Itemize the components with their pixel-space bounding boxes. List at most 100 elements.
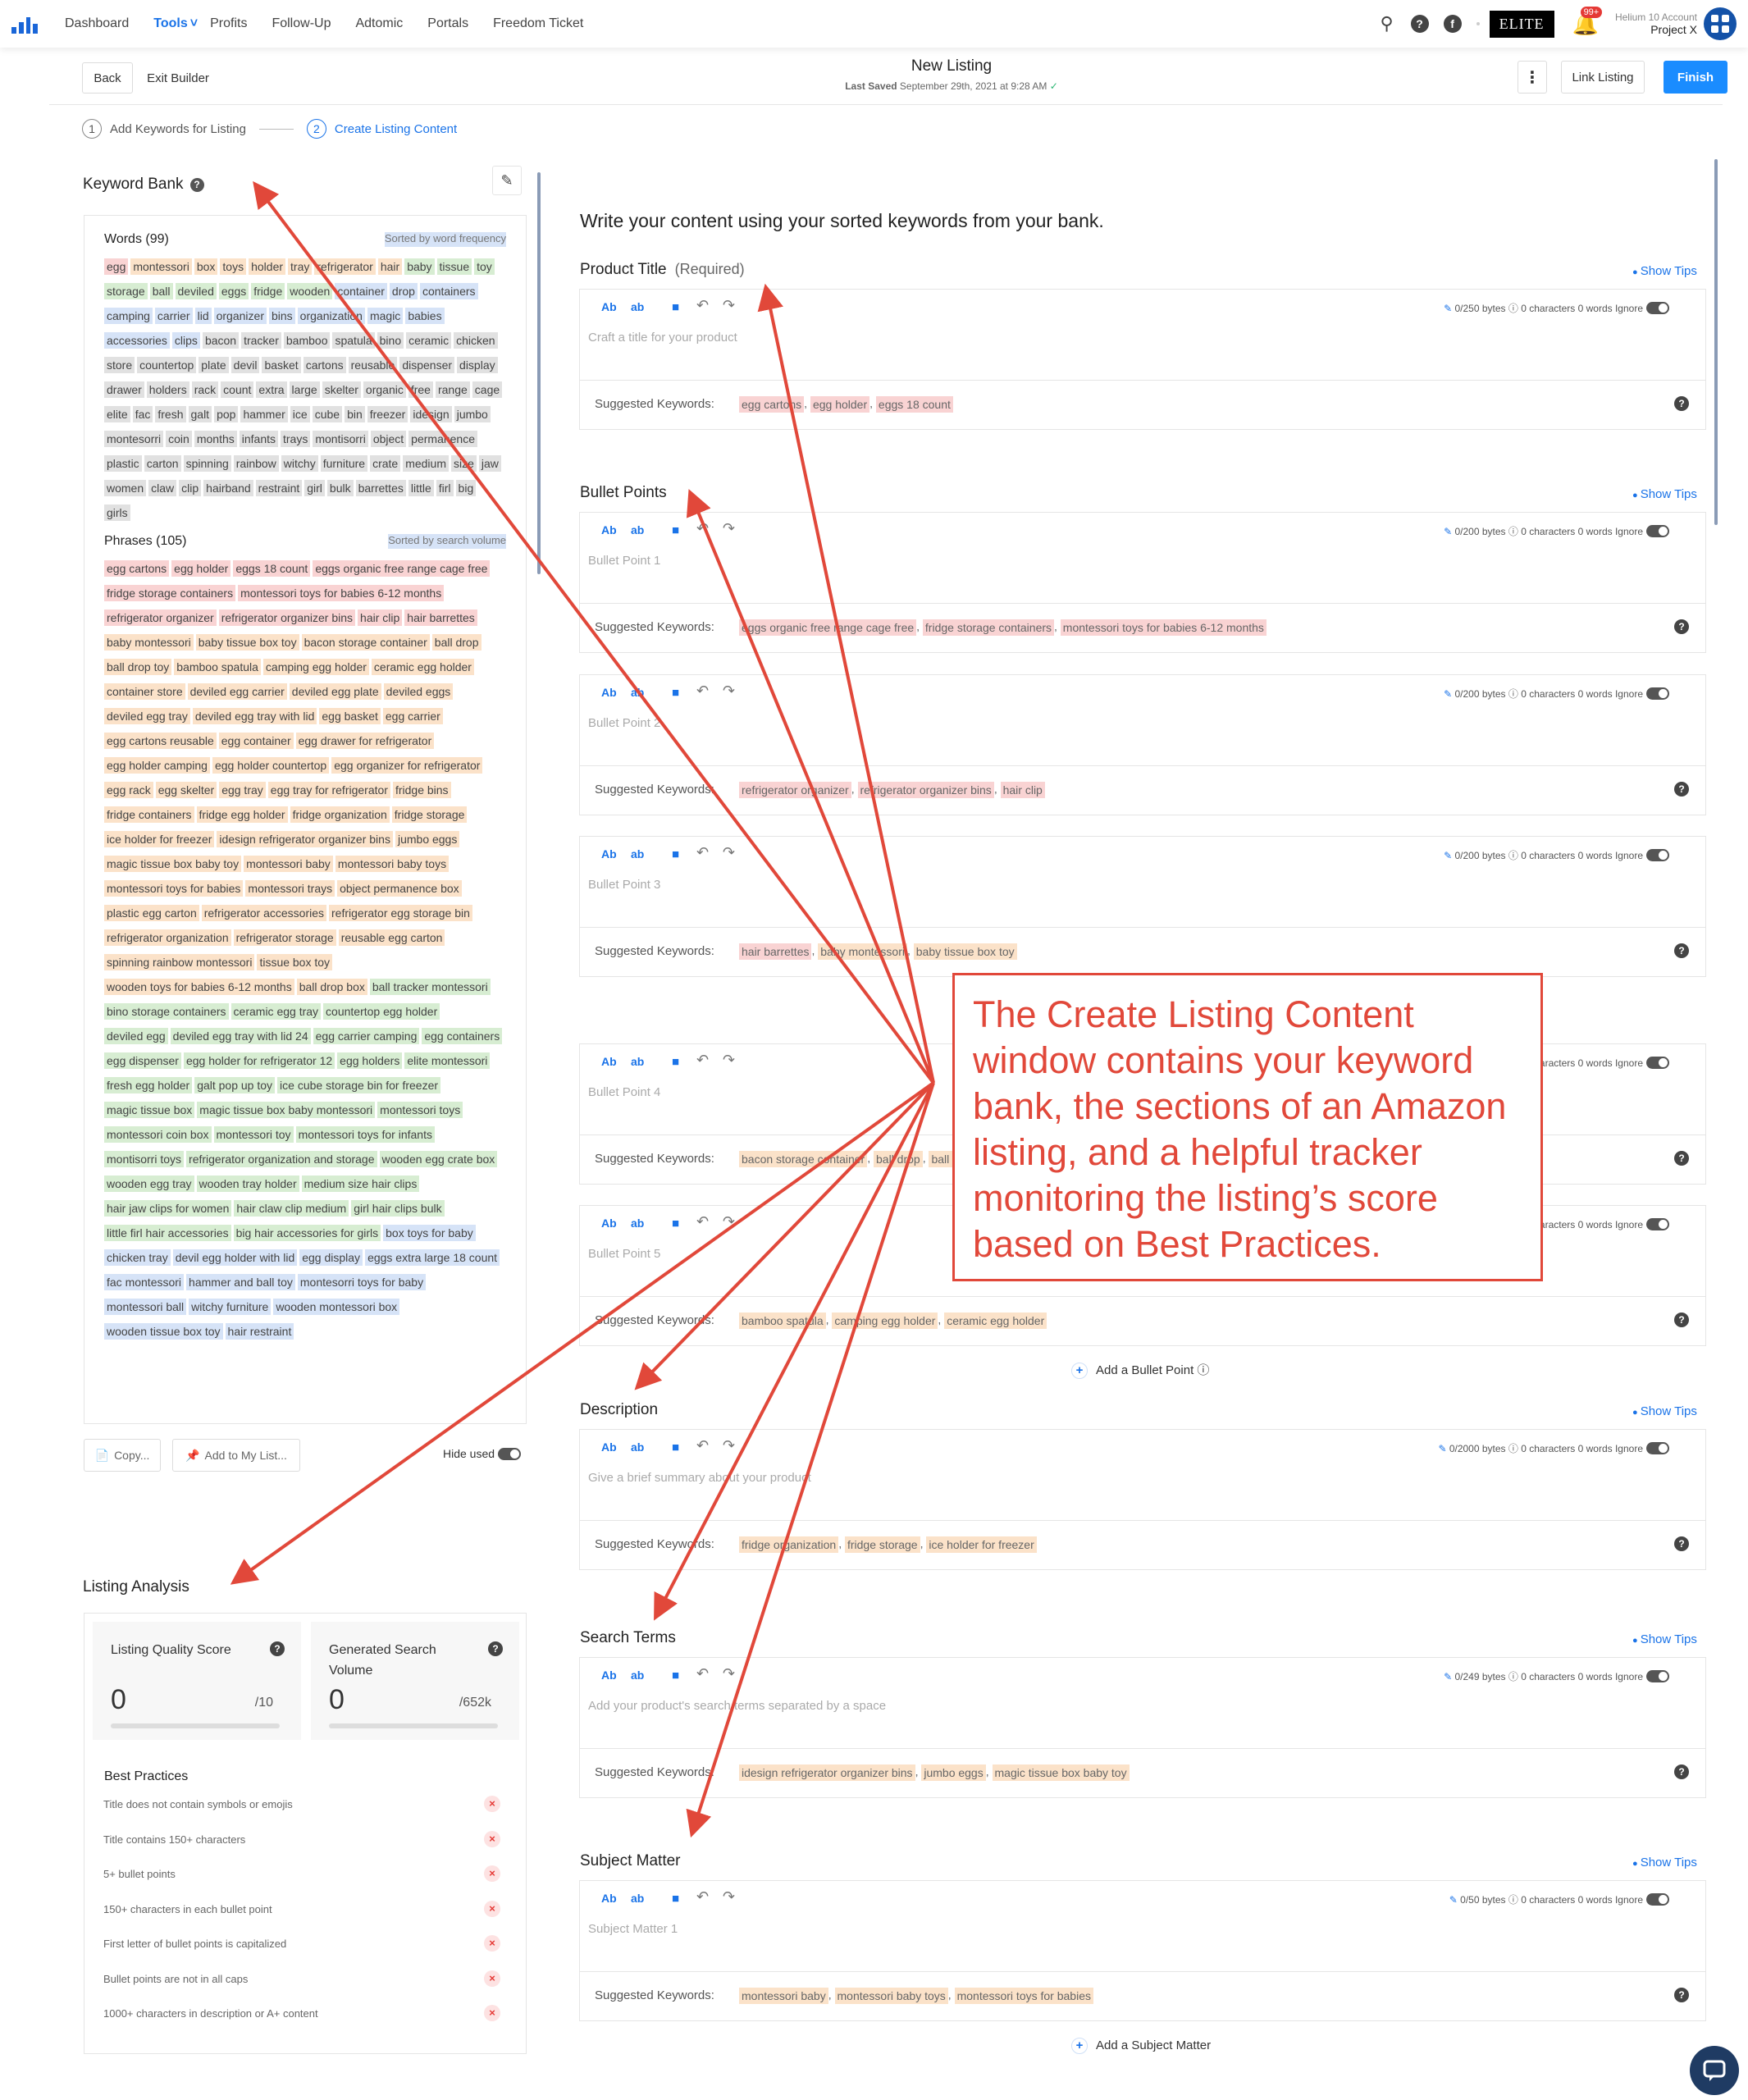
step-2-label[interactable]: Create Listing Content (334, 121, 458, 136)
document-icon[interactable]: ■ (672, 686, 680, 700)
document-icon[interactable]: ■ (672, 1217, 680, 1230)
document-icon[interactable]: ■ (672, 1669, 680, 1682)
show-tips-link[interactable]: ● Show Tips (1632, 1404, 1697, 1418)
undo-icon[interactable]: ↶ (696, 844, 710, 861)
keyword-tag[interactable]: wooden toys for babies 6-12 months (104, 979, 294, 996)
help-icon[interactable]: ? (1674, 1312, 1689, 1327)
redo-icon[interactable]: ↷ (723, 297, 736, 313)
keyword-tag[interactable]: jaw (478, 455, 501, 472)
keyword-tag[interactable]: deviled egg tray with lid (192, 708, 317, 725)
keyword-tag[interactable]: rack (191, 381, 219, 399)
keyword-tag[interactable]: hair jaw clips for women (104, 1200, 232, 1217)
keyword-tag[interactable]: refrigerator (314, 258, 376, 276)
step-1-number[interactable]: 1 (82, 119, 102, 139)
keyword-tag[interactable]: magic tissue box (104, 1102, 195, 1119)
keyword-tag[interactable]: box toys for baby (383, 1225, 476, 1242)
lowercase-button[interactable]: ab (631, 523, 645, 536)
suggested-keyword[interactable]: eggs 18 count (875, 396, 953, 413)
keyword-tag[interactable]: reusable (348, 357, 398, 374)
keyword-tag[interactable]: holder (249, 258, 286, 276)
facebook-icon[interactable]: f (1443, 15, 1462, 33)
redo-icon[interactable]: ↷ (723, 682, 736, 699)
avatar[interactable] (1704, 7, 1737, 40)
keyword-tag[interactable]: montessori toy (213, 1126, 294, 1144)
keyword-tag[interactable]: carton (144, 455, 181, 472)
keyword-tag[interactable]: tissue (436, 258, 472, 276)
keyword-tag[interactable]: furniture (320, 455, 368, 472)
help-icon[interactable]: ? (1674, 619, 1689, 634)
keyword-tag[interactable]: witchy furniture (189, 1299, 272, 1316)
keyword-bank-scrollbar[interactable] (537, 172, 541, 574)
phrases-sort-label[interactable]: Sorted by search volume (388, 534, 506, 549)
keyword-tag[interactable]: refrigerator organization and storage (186, 1151, 377, 1168)
ignore-toggle[interactable] (1646, 1218, 1669, 1230)
keyword-tag[interactable]: toys (220, 258, 247, 276)
keyword-tag[interactable]: bin (345, 406, 365, 423)
redo-icon[interactable]: ↷ (723, 1665, 736, 1682)
keyword-tag[interactable]: rainbow (233, 455, 279, 472)
keyword-tag[interactable]: fridge egg holder (196, 806, 288, 824)
keyword-tag[interactable]: bacon storage container (301, 634, 430, 651)
keyword-tag[interactable]: store (104, 357, 135, 374)
keyword-tag[interactable]: holders (146, 381, 189, 399)
keyword-tag[interactable]: accessories (104, 332, 170, 349)
keyword-tag[interactable]: bino storage containers (104, 1003, 229, 1020)
keyword-tag[interactable]: organic (363, 381, 406, 399)
keyword-tag[interactable]: hairband (203, 480, 253, 497)
main-scrollbar[interactable] (1714, 159, 1718, 525)
finish-button[interactable]: Finish (1664, 61, 1727, 94)
document-icon[interactable]: ■ (672, 1440, 680, 1454)
keyword-tag[interactable]: tissue box toy (257, 954, 333, 971)
keyword-tag[interactable]: montessori toys for babies (104, 880, 244, 897)
keyword-tag[interactable]: egg holder countertop (212, 757, 330, 774)
help-icon[interactable]: ? (1674, 1151, 1689, 1166)
keyword-tag[interactable]: elite (104, 406, 130, 423)
keyword-tag[interactable]: egg holders (337, 1052, 403, 1070)
lowercase-button[interactable]: ab (631, 1669, 645, 1682)
keyword-tag[interactable]: egg skelter (155, 782, 217, 799)
keyword-tag[interactable]: little firl hair accessories (104, 1225, 231, 1242)
suggested-keyword[interactable]: montessori baby toys (834, 1988, 948, 2004)
keyword-tag[interactable]: plastic egg carton (104, 905, 199, 922)
keyword-tag[interactable]: crate (370, 455, 401, 472)
keyword-tag[interactable]: refrigerator organizer bins (218, 609, 356, 627)
ignore-toggle[interactable] (1646, 687, 1669, 700)
keyword-tag[interactable]: elite montessori (404, 1052, 491, 1070)
suggested-keyword[interactable]: baby montessori (818, 943, 907, 960)
step-2-number[interactable]: 2 (306, 119, 326, 139)
keyword-tag[interactable]: pop (214, 406, 239, 423)
keyword-tag[interactable]: devil egg holder with lid (172, 1249, 298, 1267)
keyword-tag[interactable]: wooden tray holder (196, 1176, 299, 1193)
capitalize-words-button[interactable]: Ab (601, 1440, 617, 1454)
keyword-tag[interactable]: refrigerator organizer (104, 609, 217, 627)
exit-builder-button[interactable]: Exit Builder (135, 62, 221, 94)
keyword-tag[interactable]: count (221, 381, 254, 399)
keyword-tag[interactable]: chicken tray (104, 1249, 171, 1267)
keyword-tag[interactable]: dispenser (399, 357, 455, 374)
keyword-tag[interactable]: months (194, 431, 237, 448)
keyword-tag[interactable]: idesign (410, 406, 452, 423)
capitalize-words-button[interactable]: Ab (601, 300, 617, 313)
keyword-tag[interactable]: chicken (454, 332, 498, 349)
keyword-tag[interactable]: bins (268, 308, 295, 325)
show-tips-link[interactable]: ● Show Tips (1632, 1856, 1697, 1869)
keyword-tag[interactable]: baby (404, 258, 435, 276)
suggested-keyword[interactable]: eggs organic free range cage free (739, 619, 917, 636)
undo-icon[interactable]: ↶ (696, 1665, 710, 1682)
ignore-toggle[interactable] (1646, 849, 1669, 861)
keyword-tag[interactable]: tracker (241, 332, 281, 349)
keyword-tag[interactable]: storage (104, 283, 148, 300)
suggested-keyword[interactable]: montessori toys for babies (954, 1988, 1093, 2004)
keyword-tag[interactable]: ball drop (431, 634, 481, 651)
keyword-tag[interactable]: egg tray for refrigerator (267, 782, 390, 799)
keyword-tag[interactable]: medium size hair clips (301, 1176, 420, 1193)
suggested-keyword[interactable]: baby tissue box toy (913, 943, 1017, 960)
ignore-toggle[interactable] (1646, 302, 1669, 314)
keyword-tag[interactable]: montisorri (313, 431, 368, 448)
suggested-keyword[interactable]: fridge organization (739, 1536, 839, 1553)
show-tips-link[interactable]: ● Show Tips (1632, 487, 1697, 501)
redo-icon[interactable]: ↷ (723, 844, 736, 861)
lowercase-button[interactable]: ab (631, 847, 645, 861)
keyword-tag[interactable]: refrigerator storage (233, 929, 336, 947)
keyword-tag[interactable]: trays (281, 431, 311, 448)
